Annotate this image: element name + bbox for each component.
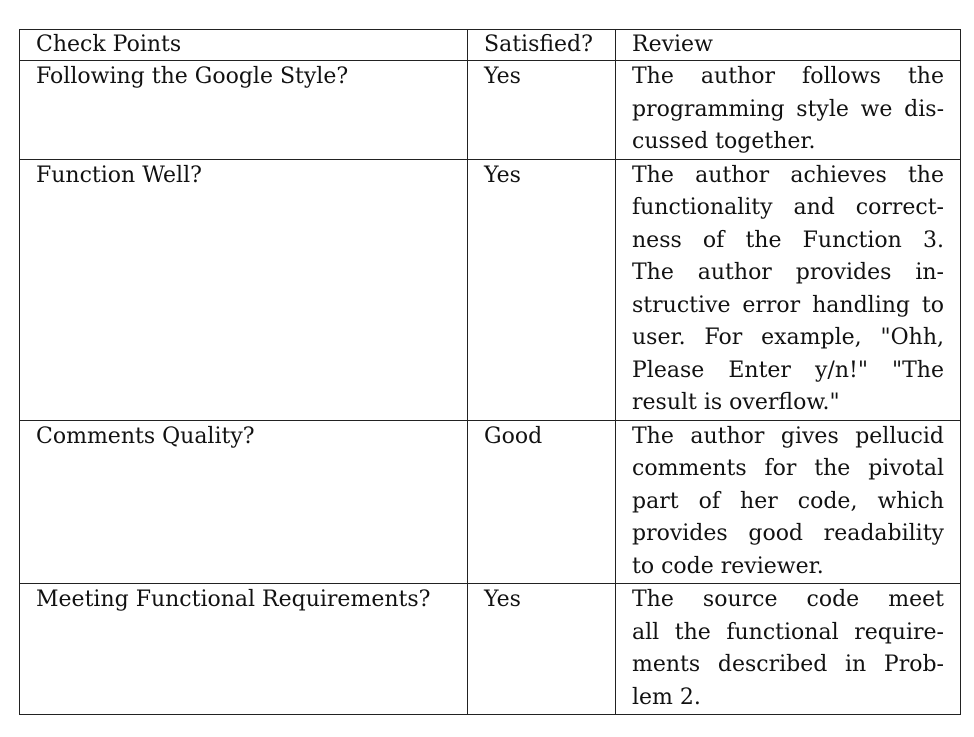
table-row: Comments Quality? Good The author gives … [19,419,961,584]
table-row: Following the Google Style? Yes The auth… [19,60,961,160]
review-line: ness of the Function 3. [632,227,944,253]
header-satisfied: Satisfied? [467,29,616,61]
review-line: functionality and correct- [632,195,944,220]
satisfied-cell: Yes [467,583,616,715]
review-cell: The author gives pellucid comments for t… [615,419,961,584]
review-line: to code reviewer. [632,553,824,579]
review-line: structive error handling to [632,292,944,318]
review-line: provides good readability [632,521,944,546]
review-line: user. For example, "Ohh, [632,325,944,350]
table-row: Function Well? Yes The author achieves t… [19,158,961,421]
review-line: The author gives pellucid [632,423,944,449]
satisfied-cell: Good [467,419,616,584]
review-line: The author achieves the [632,162,944,188]
review-cell: The author follows the programming style… [615,60,961,160]
review-line: Please Enter y/n!" "The [632,357,944,383]
header-review: Review [615,29,961,61]
satisfied-cell: Yes [467,158,616,421]
code-review-table: Check Points Satisfied? Review Following… [19,29,961,715]
satisfied-cell: Yes [467,60,616,160]
check-point-cell: Following the Google Style? [19,60,468,160]
review-line: lem 2. [632,684,701,710]
check-point-cell: Function Well? [19,158,468,421]
review-line: The author follows the [632,64,944,89]
check-point-cell: Comments Quality? [19,419,468,584]
table-row: Meeting Functional Requirements? Yes The… [19,583,961,715]
review-line: result is overflow." [632,390,840,415]
review-line: comments for the pivotal [632,456,944,481]
review-line: cussed together. [632,129,816,154]
review-line: The author provides in- [632,260,944,285]
check-point-cell: Meeting Functional Requirements? [19,583,468,715]
review-line: programming style we dis- [632,96,944,122]
header-check-points: Check Points [19,29,468,61]
review-cell: The source code meet all the functional … [615,583,961,715]
review-line: all the functional require- [632,619,944,645]
review-line: ments described in Prob- [632,652,944,677]
table-header-row: Check Points Satisfied? Review [19,29,961,61]
review-line: part of her code, which [632,488,944,514]
review-cell: The author achieves the functionality an… [615,158,961,421]
review-line: The source code meet [632,587,944,612]
